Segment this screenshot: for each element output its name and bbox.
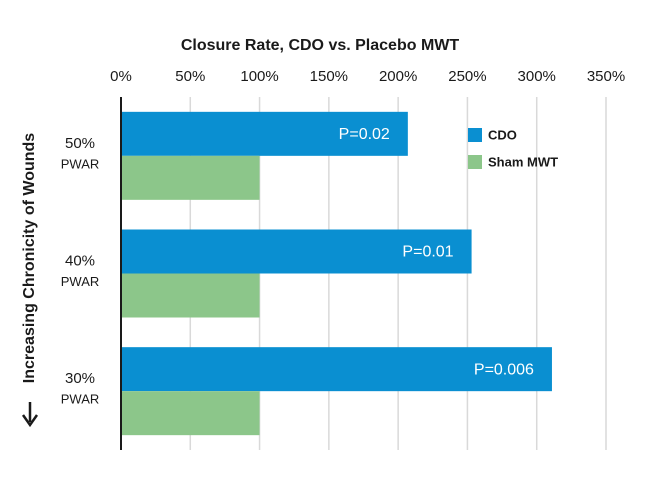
down-arrow	[21, 402, 39, 428]
legend-label: CDO	[488, 127, 517, 142]
bar	[121, 273, 260, 318]
x-tick-label: 300%	[518, 68, 556, 85]
bar	[121, 347, 552, 392]
bar	[121, 229, 472, 274]
category-label: 40%	[65, 252, 95, 269]
category-label: 30%	[65, 370, 95, 387]
bar	[121, 155, 260, 200]
x-tick-label: 50%	[175, 68, 205, 85]
chart-title: Closure Rate, CDO vs. Placebo MWT	[181, 37, 460, 54]
bar-annotation: P=0.006	[474, 361, 534, 378]
bar	[121, 391, 260, 436]
x-tick-label: 200%	[379, 68, 417, 85]
category-label: PWAR	[61, 274, 100, 289]
category-label: PWAR	[61, 156, 100, 171]
x-tick-label: 350%	[587, 68, 625, 85]
category-label: 50%	[65, 135, 95, 152]
x-tick-label: 0%	[110, 68, 132, 85]
category-label: PWAR	[61, 392, 100, 407]
x-tick-label: 100%	[240, 68, 278, 85]
x-tick-label: 150%	[310, 68, 348, 85]
x-tick-label: 250%	[448, 68, 486, 85]
bar	[121, 111, 408, 156]
y-axis-label: Increasing Chronicity of Wounds	[21, 133, 38, 383]
legend-label: Sham MWT	[488, 154, 558, 169]
legend-swatch	[468, 155, 482, 169]
legend-swatch	[468, 128, 482, 142]
bar-annotation: P=0.02	[339, 126, 390, 143]
bar-annotation: P=0.01	[402, 244, 453, 261]
